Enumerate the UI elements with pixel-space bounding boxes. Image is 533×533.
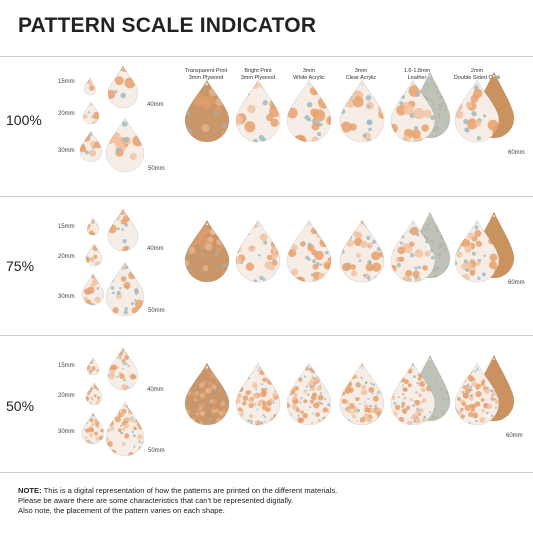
size-label-20mm: 20mm [58, 393, 75, 399]
sample-teardrop-20mm [82, 101, 100, 125]
cork-front-teardrop [454, 362, 500, 426]
white-acrylic-teardrop [286, 362, 332, 426]
plywood-bright-teardrop [235, 219, 281, 283]
material-header-1: Transparent Print 3mm Plywood [184, 68, 228, 81]
scale-label: 75% [6, 258, 35, 274]
plywood-bright-teardrop [235, 79, 281, 143]
page-title: PATTERN SCALE INDICATOR [18, 14, 317, 37]
clear-acrylic-teardrop [339, 219, 385, 283]
leather-front-teardrop [390, 362, 436, 426]
plywood-bright-teardrop [235, 362, 281, 426]
material-header-2: Bright Print 3mm Plywood [240, 68, 276, 81]
size-label-30mm: 30mm [58, 294, 75, 300]
divider-2 [0, 335, 533, 336]
size-label-50mm: 50mm [148, 308, 165, 314]
sample-teardrop-50mm [105, 261, 145, 317]
clear-acrylic-teardrop [339, 79, 385, 143]
material-header-4: 3mm Clear Acrylic [345, 68, 377, 81]
size-label-15mm: 15mm [58, 363, 75, 369]
scale-section-100: 100% 15mm 20mm 30mm 40mm 50mm 60mm [0, 56, 533, 186]
scale-label: 50% [6, 398, 35, 414]
size-label-60mm: 60mm [508, 150, 525, 156]
cork-front-teardrop [454, 79, 500, 143]
sample-teardrop-30mm [81, 412, 105, 445]
sample-teardrop-40mm [107, 347, 139, 391]
material-header-6: 2mm Double Sided Cork [453, 68, 501, 81]
size-label-20mm: 20mm [58, 254, 75, 260]
divider-bottom [0, 472, 533, 473]
sample-teardrop-30mm [81, 273, 105, 306]
clear-acrylic-teardrop [339, 362, 385, 426]
material-header-3: 3mm White Acrylic [293, 68, 325, 81]
size-label-30mm: 30mm [58, 429, 75, 435]
sample-teardrop-15mm [86, 357, 100, 376]
divider-1 [0, 196, 533, 197]
sample-teardrop-15mm [86, 217, 100, 236]
note-line-1: This is a digital representation of how … [41, 486, 338, 495]
size-label-60mm: 60mm [508, 280, 525, 286]
note-line-3: Also note, the placement of the pattern … [18, 506, 225, 515]
note-prefix: NOTE: [18, 486, 42, 495]
size-label-15mm: 15mm [58, 224, 75, 230]
size-label-40mm: 40mm [147, 387, 164, 393]
sample-teardrop-20mm [85, 382, 103, 406]
size-label-50mm: 50mm [148, 166, 165, 172]
sample-teardrop-40mm [107, 208, 139, 252]
scale-section-75: 75% 15mm 20mm 30mm 40mm 50mm 60mm [0, 196, 533, 326]
size-label-40mm: 40mm [147, 246, 164, 252]
size-label-40mm: 40mm [147, 102, 164, 108]
sample-teardrop-15mm [83, 77, 97, 96]
sample-teardrop-50mm [105, 117, 145, 173]
white-acrylic-teardrop [286, 219, 332, 283]
size-label-50mm: 50mm [148, 448, 165, 454]
sample-teardrop-40mm [107, 65, 139, 109]
plywood-transparent-teardrop [184, 79, 230, 143]
size-label-60mm: 60mm [506, 433, 523, 439]
sample-teardrop-50mm [105, 401, 145, 457]
size-label-15mm: 15mm [58, 79, 75, 85]
leather-front-teardrop [390, 79, 436, 143]
cork-front-teardrop [454, 219, 500, 283]
note: NOTE: This is a digital representation o… [18, 486, 518, 516]
note-line-2: Please be aware there are some character… [18, 496, 294, 505]
sample-teardrop-20mm [85, 243, 103, 267]
scale-label: 100% [6, 112, 42, 128]
size-label-30mm: 30mm [58, 148, 75, 154]
sample-teardrop-30mm [79, 130, 103, 163]
divider-top [0, 56, 533, 57]
white-acrylic-teardrop [286, 79, 332, 143]
plywood-transparent-teardrop [184, 219, 230, 283]
size-label-20mm: 20mm [58, 111, 75, 117]
scale-section-50: 50% 15mm 20mm 30mm 40mm 50mm 60mm [0, 335, 533, 465]
leather-front-teardrop [390, 219, 436, 283]
plywood-transparent-teardrop [184, 362, 230, 426]
material-header-5: 1.6-1.8mm Leather [403, 68, 431, 81]
